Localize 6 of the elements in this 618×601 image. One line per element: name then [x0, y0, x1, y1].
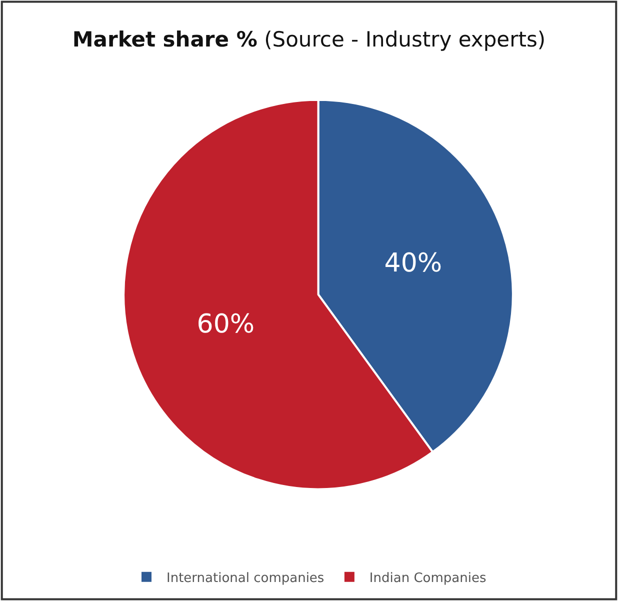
data-label: 40%	[384, 248, 442, 279]
legend-label: International companies	[166, 570, 324, 586]
legend-label: Indian Companies	[369, 570, 486, 586]
chart-subtitle: (Source - Industry experts)	[264, 27, 546, 52]
chart-title: Market share %	[72, 27, 258, 52]
data-label: 60%	[196, 310, 255, 340]
